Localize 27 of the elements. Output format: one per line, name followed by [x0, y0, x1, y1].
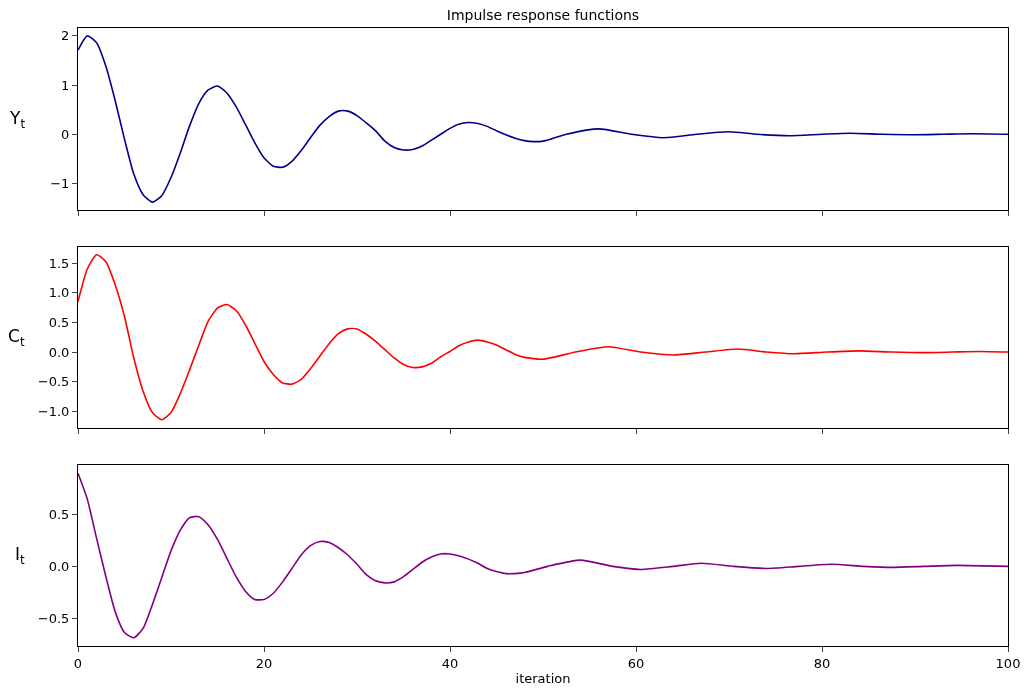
chart-title: Impulse response functions — [446, 6, 640, 23]
y-tick-label: −0.5 — [37, 610, 70, 626]
y-tick-label: −1 — [50, 175, 70, 191]
x-tick-label: 80 — [813, 655, 831, 671]
x-tick-label: 100 — [995, 655, 1021, 671]
line-series — [78, 35, 1008, 203]
y-axis-title: Y$_{t}$ — [9, 108, 26, 131]
y-tick-label: 1.5 — [48, 255, 70, 271]
y-tick-label: 0.0 — [48, 558, 70, 574]
x-tick-label: 20 — [255, 655, 273, 671]
x-tick-label: 0 — [73, 655, 83, 671]
y-tick-label: −0.5 — [37, 374, 70, 390]
line-series — [78, 253, 1008, 421]
y-tick-label: 0.0 — [48, 344, 70, 360]
y-tick-label: 0.5 — [48, 507, 70, 523]
y-tick-label: 0 — [61, 126, 70, 142]
y-tick-label: 1 — [61, 77, 70, 93]
x-tick-label: 60 — [627, 655, 645, 671]
y-tick-label: 0.5 — [48, 314, 70, 330]
x-axis-title: iteration — [515, 671, 571, 687]
x-tick-label: 40 — [441, 655, 459, 671]
y-tick-label: −1.0 — [37, 403, 70, 419]
y-tick-label: 1.0 — [48, 285, 70, 301]
line-series — [78, 472, 1008, 639]
y-axis-title: C$_{t}$ — [8, 326, 25, 349]
y-tick-label: 2 — [61, 28, 70, 44]
y-axis-title: I$_{t}$ — [15, 544, 26, 567]
